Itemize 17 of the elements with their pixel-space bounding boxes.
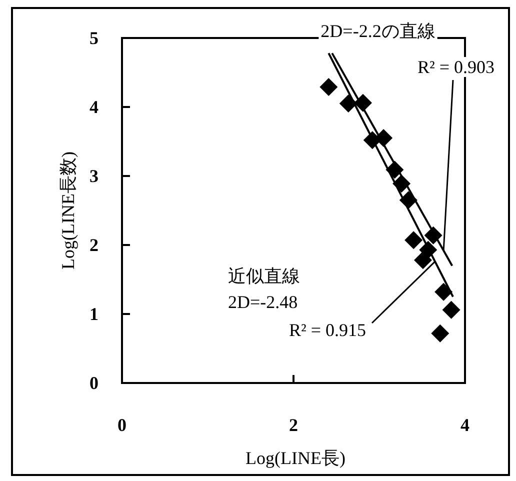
annotation: R² = 0.915 <box>288 320 366 340</box>
annotation: 2D=-2.2の直線 <box>318 21 438 41</box>
annotation: 2D=-2.48 <box>228 292 298 312</box>
y-tick-label: 5 <box>90 28 98 48</box>
y-tick-label: 0 <box>90 373 98 393</box>
y-axis-title: Log(LINE長数) <box>58 152 78 270</box>
y-tick-label: 3 <box>90 166 98 186</box>
x-tick-label: 4 <box>460 415 470 435</box>
y-tick-label: 4 <box>90 97 98 117</box>
x-tick-label: 0 <box>118 415 126 435</box>
x-tick-label: 2 <box>289 415 298 435</box>
y-tick-label: 1 <box>90 304 98 324</box>
annotation: R² = 0.903 <box>417 57 495 77</box>
y-tick-label: 2 <box>90 235 98 255</box>
annotation: R² = 0.903 <box>415 57 497 251</box>
annotation: 近似直線 <box>228 266 300 286</box>
x-axis-title: Log(LINE長) <box>246 448 346 468</box>
